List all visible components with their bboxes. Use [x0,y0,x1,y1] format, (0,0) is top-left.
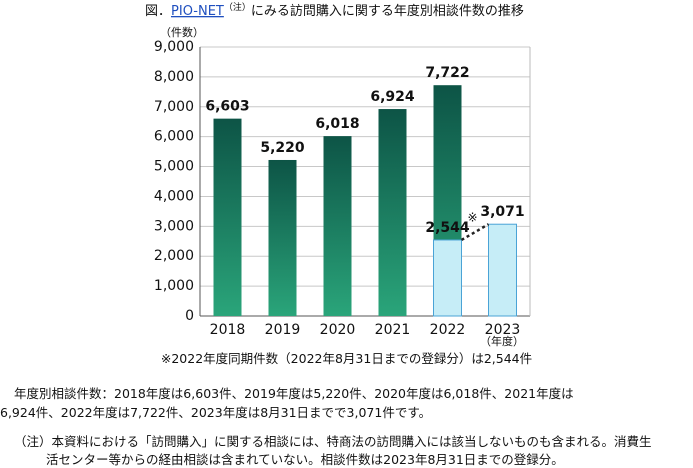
title-link[interactable]: PIO-NET [171,4,224,19]
value-label: 6,924 [370,89,415,105]
x-tick-label: 2018 [210,322,246,338]
x-tick-label: 2023 [485,322,521,338]
value-label: 3,071 [480,204,524,220]
bar [213,118,242,316]
x-tick-label: 2020 [320,322,356,338]
value-label: 2,544 [425,220,470,236]
y-tick-label: 7,000 [154,99,194,115]
footnote-line: 活センター等からの経由相談は含まれていない。相談件数は2023年8月31日までの… [46,452,564,467]
value-label: 5,220 [260,140,305,156]
x-tick-label: 2019 [265,322,301,338]
y-unit: （件数） [160,26,204,39]
note: ※2022年度同期件数（2022年8月31日までの登録分）は2,544件 [160,351,533,366]
title-note: （注） [224,1,251,13]
y-tick-label: 4,000 [154,188,194,204]
title-rest: にみる訪問購入に関する年度別相談件数の推移 [251,3,524,19]
value-label: 6,603 [205,99,249,115]
y-tick-label: 6,000 [154,129,194,145]
bar [433,239,462,317]
chart: 図．PIO-NET（注）にみる訪問購入に関する年度別相談件数の推移 （件数） （… [145,1,531,348]
x-tick-label: 2022 [430,322,466,338]
x-unit: （年度） [480,334,524,348]
y-tick-label: 9,000 [154,39,194,55]
marker: ※ [468,210,478,224]
footnote-line: （注）本資料における「訪問購入」に関する相談には、特商法の訪問購入には該当しない… [14,434,652,449]
summary-line: 6,924件、2022年度は7,722件、2023年度は8月31日までで3,07… [0,405,432,420]
y-tick-label: 5,000 [154,159,194,175]
value-label: 6,018 [315,116,359,132]
y-tick-label: 8,000 [154,69,194,85]
value-label: 7,722 [425,65,469,81]
bar [488,223,517,317]
y-tick-label: 1,000 [154,278,194,294]
x-tick-label: 2021 [375,322,411,338]
bar [323,136,352,316]
bar [268,159,297,316]
bar [378,109,407,316]
title-prefix: 図． [145,4,171,19]
chart-title: 図．PIO-NET（注）にみる訪問購入に関する年度別相談件数の推移 [145,1,524,19]
summary-line: 年度別相談件数：2018年度は6,603件、2019年度は5,220件、2020… [14,386,574,401]
y-tick-label: 3,000 [154,218,194,234]
connector [460,223,490,242]
y-tick-label: 2,000 [154,248,194,264]
y-tick-label: 0 [185,308,194,324]
